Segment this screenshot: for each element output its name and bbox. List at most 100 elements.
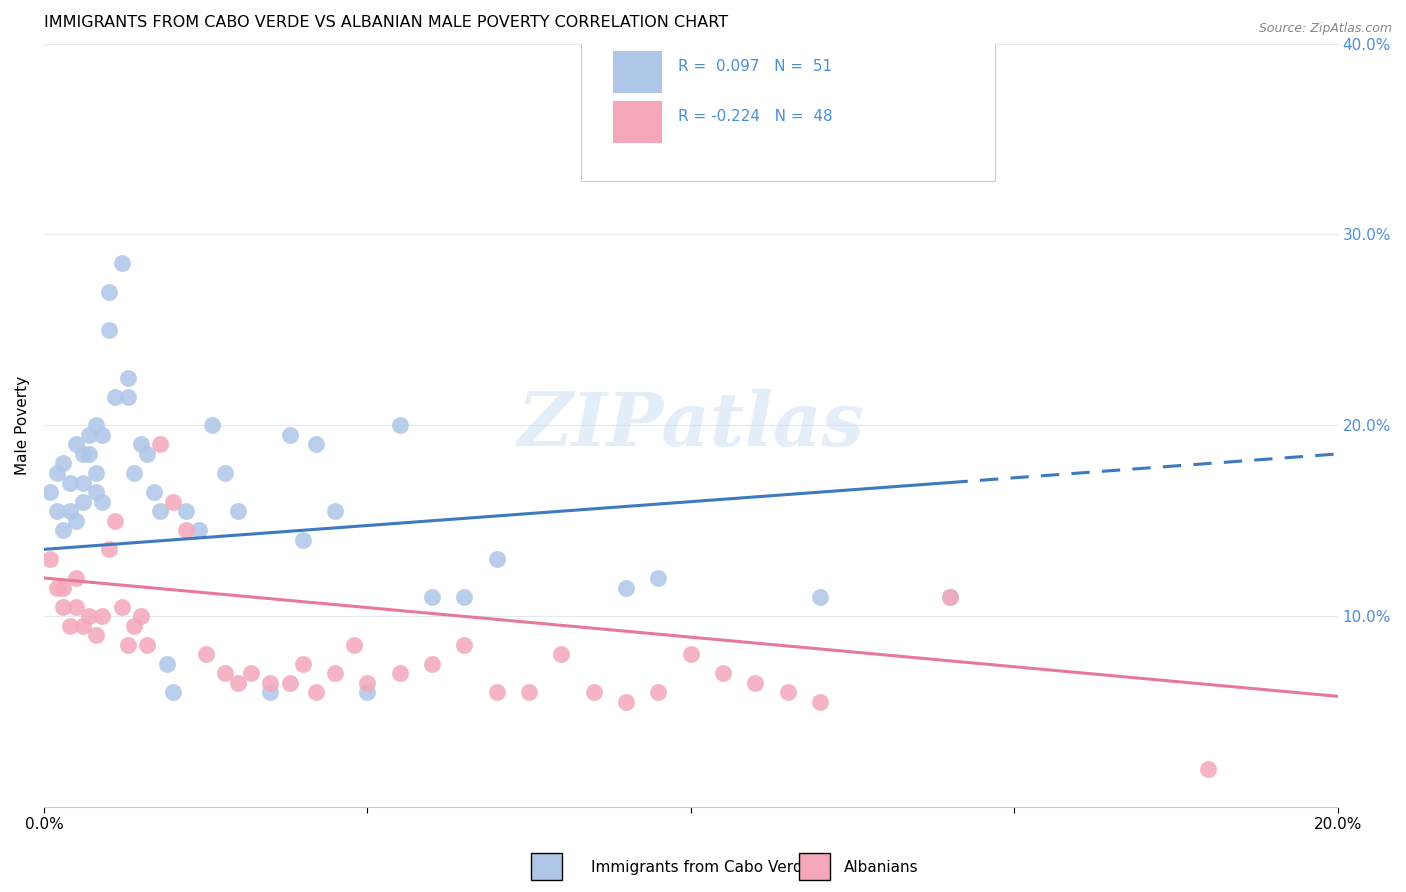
Point (614, 581, 637, 595)
Point (323, 504, 346, 518)
Point (711, 666, 734, 681)
Point (517, 685, 540, 699)
Point (72, 447, 94, 461)
Point (124, 618, 146, 632)
Point (188, 523, 211, 537)
Point (65, 437, 87, 451)
Point (304, 685, 326, 699)
Text: R = -0.224   N =  48: R = -0.224 N = 48 (678, 109, 832, 124)
FancyBboxPatch shape (613, 101, 662, 143)
Point (938, 590, 960, 604)
Point (647, 571, 669, 585)
Point (776, 685, 799, 699)
FancyBboxPatch shape (613, 52, 662, 94)
Text: R =  0.097   N =  51: R = 0.097 N = 51 (678, 59, 832, 74)
Point (52, 457, 75, 471)
Point (39, 485, 62, 500)
Point (149, 437, 172, 451)
Point (52, 523, 75, 537)
Point (104, 514, 127, 528)
Point (65, 514, 87, 528)
Point (72, 618, 94, 632)
Point (45, 504, 67, 518)
Point (97, 323, 120, 337)
Point (291, 657, 314, 671)
Point (52, 581, 75, 595)
Point (129, 437, 152, 451)
Text: Source: ZipAtlas.com: Source: ZipAtlas.com (1258, 22, 1392, 36)
Point (226, 504, 249, 518)
Point (136, 638, 159, 652)
Point (550, 648, 572, 662)
Point (226, 676, 249, 690)
Point (239, 666, 262, 681)
Point (59, 504, 82, 518)
Point (323, 666, 346, 681)
Point (808, 590, 831, 604)
Point (938, 590, 960, 604)
Point (174, 523, 197, 537)
Point (59, 475, 82, 490)
Point (214, 466, 236, 480)
Point (582, 685, 605, 699)
Point (45, 581, 67, 595)
Point (278, 676, 301, 690)
Point (174, 504, 197, 518)
Point (124, 466, 146, 480)
Point (259, 676, 281, 690)
Point (453, 590, 475, 604)
Point (356, 676, 378, 690)
Point (84, 418, 107, 433)
Point (1197, 762, 1219, 776)
Point (65, 571, 87, 585)
Point (110, 256, 132, 270)
Point (104, 390, 127, 404)
Point (304, 437, 326, 451)
Point (77, 447, 100, 461)
Point (808, 695, 831, 709)
Point (614, 695, 637, 709)
Text: ZIPatlas: ZIPatlas (517, 389, 865, 461)
Point (84, 485, 107, 500)
Point (117, 370, 139, 384)
Point (77, 428, 100, 442)
Point (52, 599, 75, 614)
Point (129, 609, 152, 624)
Point (647, 685, 669, 699)
Point (84, 466, 107, 480)
Point (117, 390, 139, 404)
Point (420, 590, 443, 604)
Point (97, 542, 120, 557)
FancyBboxPatch shape (581, 32, 995, 181)
Point (485, 552, 508, 566)
Point (91, 609, 114, 624)
Point (278, 428, 301, 442)
Point (142, 485, 165, 500)
Point (97, 285, 120, 299)
Point (77, 609, 100, 624)
Point (84, 628, 107, 642)
Point (45, 466, 67, 480)
Point (201, 418, 224, 433)
Point (149, 504, 172, 518)
Point (388, 666, 411, 681)
Point (356, 685, 378, 699)
Point (214, 666, 236, 681)
Point (72, 494, 94, 508)
Point (388, 418, 411, 433)
Point (136, 447, 159, 461)
Point (91, 494, 114, 508)
Point (39, 552, 62, 566)
Point (110, 599, 132, 614)
Text: Albanians: Albanians (844, 861, 918, 875)
Point (117, 638, 139, 652)
Y-axis label: Male Poverty: Male Poverty (15, 376, 30, 475)
Point (744, 676, 766, 690)
Point (72, 475, 94, 490)
Point (485, 685, 508, 699)
Point (194, 648, 217, 662)
Point (343, 638, 366, 652)
Point (259, 685, 281, 699)
Point (453, 638, 475, 652)
Point (162, 685, 184, 699)
